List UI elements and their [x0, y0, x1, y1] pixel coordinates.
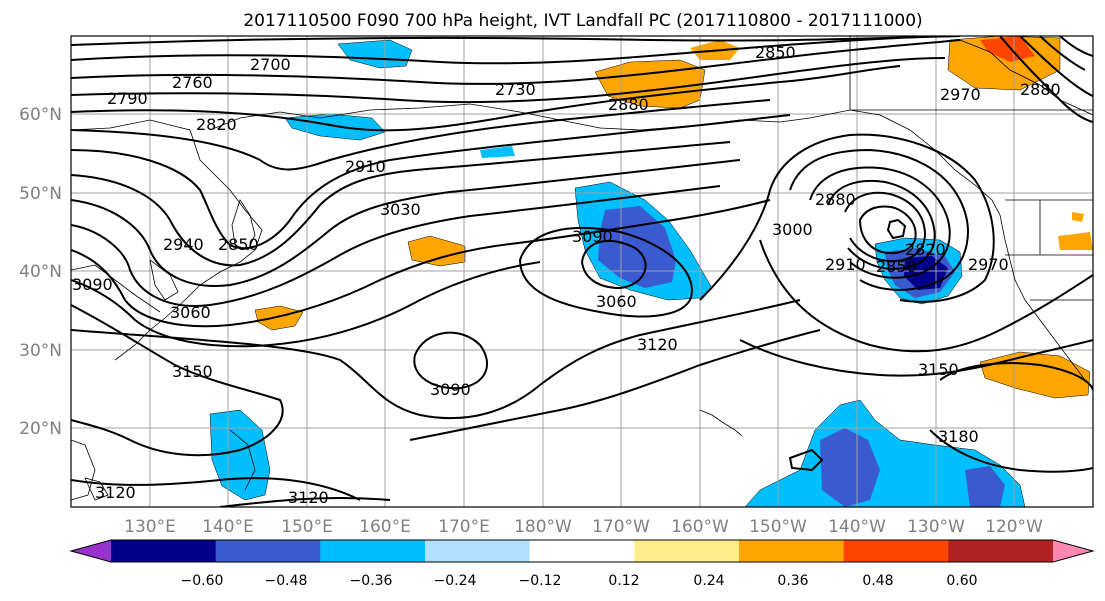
colorbar-tick-label: −0.12	[519, 573, 562, 589]
colorbar-segment	[843, 540, 949, 562]
contour-label: 3090	[430, 380, 471, 399]
contour-label: 2820	[905, 240, 946, 259]
colorbar-segment	[215, 540, 321, 562]
map-frame	[70, 35, 1094, 508]
contour-label: 3120	[637, 335, 678, 354]
height-contours	[71, 36, 1093, 507]
colorbar-tick-label: 0.36	[777, 573, 808, 589]
lon-label: 150°E	[281, 517, 333, 537]
colorbar-tick-label: −0.36	[350, 573, 393, 589]
contour-label: 2970	[968, 255, 1009, 274]
lat-label: 20°N	[19, 419, 62, 439]
lon-label: 130°E	[124, 517, 176, 537]
colorbar-tick-label: 0.60	[946, 573, 977, 589]
colorbar-tick-label: 0.48	[862, 573, 893, 589]
colorbar-segment	[320, 540, 426, 562]
contour-label: 2970	[940, 85, 981, 104]
lat-label: 40°N	[19, 262, 62, 282]
colorbar-segment	[634, 540, 740, 562]
contour-label: 3090	[572, 227, 613, 246]
contour-label: 2910	[345, 157, 386, 176]
lon-label: 120°W	[985, 517, 1043, 537]
contour-label: 3120	[95, 483, 136, 502]
contour-labels: 2700 2760 2790 2820 2730 2850 2880 2910 …	[72, 43, 1061, 507]
contour-label: 2880	[1020, 80, 1061, 99]
lon-label: 160°E	[359, 517, 411, 537]
lon-label: 170°W	[592, 517, 650, 537]
positive-ivt-shading	[254, 36, 1093, 399]
lat-label: 60°N	[19, 105, 62, 125]
colorbar-segment	[948, 540, 1054, 562]
contour-label: 2850	[218, 235, 259, 254]
contour-label: 2850	[876, 257, 917, 276]
lon-label: 130°W	[907, 517, 965, 537]
contour-label: 3150	[172, 362, 213, 381]
lon-label: 160°W	[671, 517, 729, 537]
contour-label: 2760	[172, 73, 213, 92]
contour-label: 3180	[938, 427, 979, 446]
longitude-labels: 130°E 140°E 150°E 160°E 170°E 180°W 170°…	[124, 517, 1043, 537]
colorbar-lower-extension	[71, 540, 111, 562]
contour-label: 2880	[815, 190, 856, 209]
colorbar-tick-label: −0.24	[434, 573, 477, 589]
colorbar-tick-label: 0.12	[608, 573, 639, 589]
contour-label: 3150	[918, 360, 959, 379]
graticule	[71, 36, 1093, 507]
coastlines	[71, 36, 1093, 501]
colorbar-upper-extension	[1053, 540, 1093, 562]
colorbar-outline	[69, 539, 1095, 563]
colorbar-segment	[529, 540, 635, 562]
contour-label: 3090	[72, 275, 113, 294]
colorbar-segment	[111, 540, 217, 562]
contour-label: 2820	[196, 115, 237, 134]
contour-label: 3060	[596, 292, 637, 311]
map-title: 2017110500 F090 700 hPa height, IVT Land…	[243, 11, 922, 31]
contour-label: 3030	[380, 200, 421, 219]
contour-label: 3120	[288, 488, 329, 507]
contour-label: 3000	[772, 220, 813, 239]
colorbar-segment	[739, 540, 845, 562]
contour-label: 2910	[825, 255, 866, 274]
colorbar-segments	[69, 539, 1095, 563]
colorbar: −0.60 −0.48 −0.36 −0.24 −0.12 0.12 0.24 …	[69, 539, 1095, 589]
lat-label: 50°N	[19, 184, 62, 204]
contour-label: 2880	[608, 95, 649, 114]
lon-label: 180°W	[514, 517, 572, 537]
lon-label: 170°E	[438, 517, 490, 537]
contour-label: 2790	[107, 89, 148, 108]
lon-label: 140°E	[202, 517, 254, 537]
lon-label: 150°W	[749, 517, 807, 537]
contour-label: 2730	[495, 80, 536, 99]
colorbar-tick-label: −0.60	[181, 573, 224, 589]
contour-label: 2850	[755, 43, 796, 62]
contour-label: 2700	[250, 55, 291, 74]
lat-label: 30°N	[19, 341, 62, 361]
contour-label: 2940	[163, 235, 204, 254]
lon-label: 140°W	[828, 517, 886, 537]
colorbar-tick-label: 0.24	[693, 573, 724, 589]
colorbar-segment	[425, 540, 531, 562]
colorbar-tick-label: −0.48	[265, 573, 308, 589]
contour-label: 3060	[170, 303, 211, 322]
latitude-labels: 60°N 50°N 40°N 30°N 20°N	[19, 105, 62, 439]
colorbar-tick-labels: −0.60 −0.48 −0.36 −0.24 −0.12 0.12 0.24 …	[181, 573, 978, 589]
